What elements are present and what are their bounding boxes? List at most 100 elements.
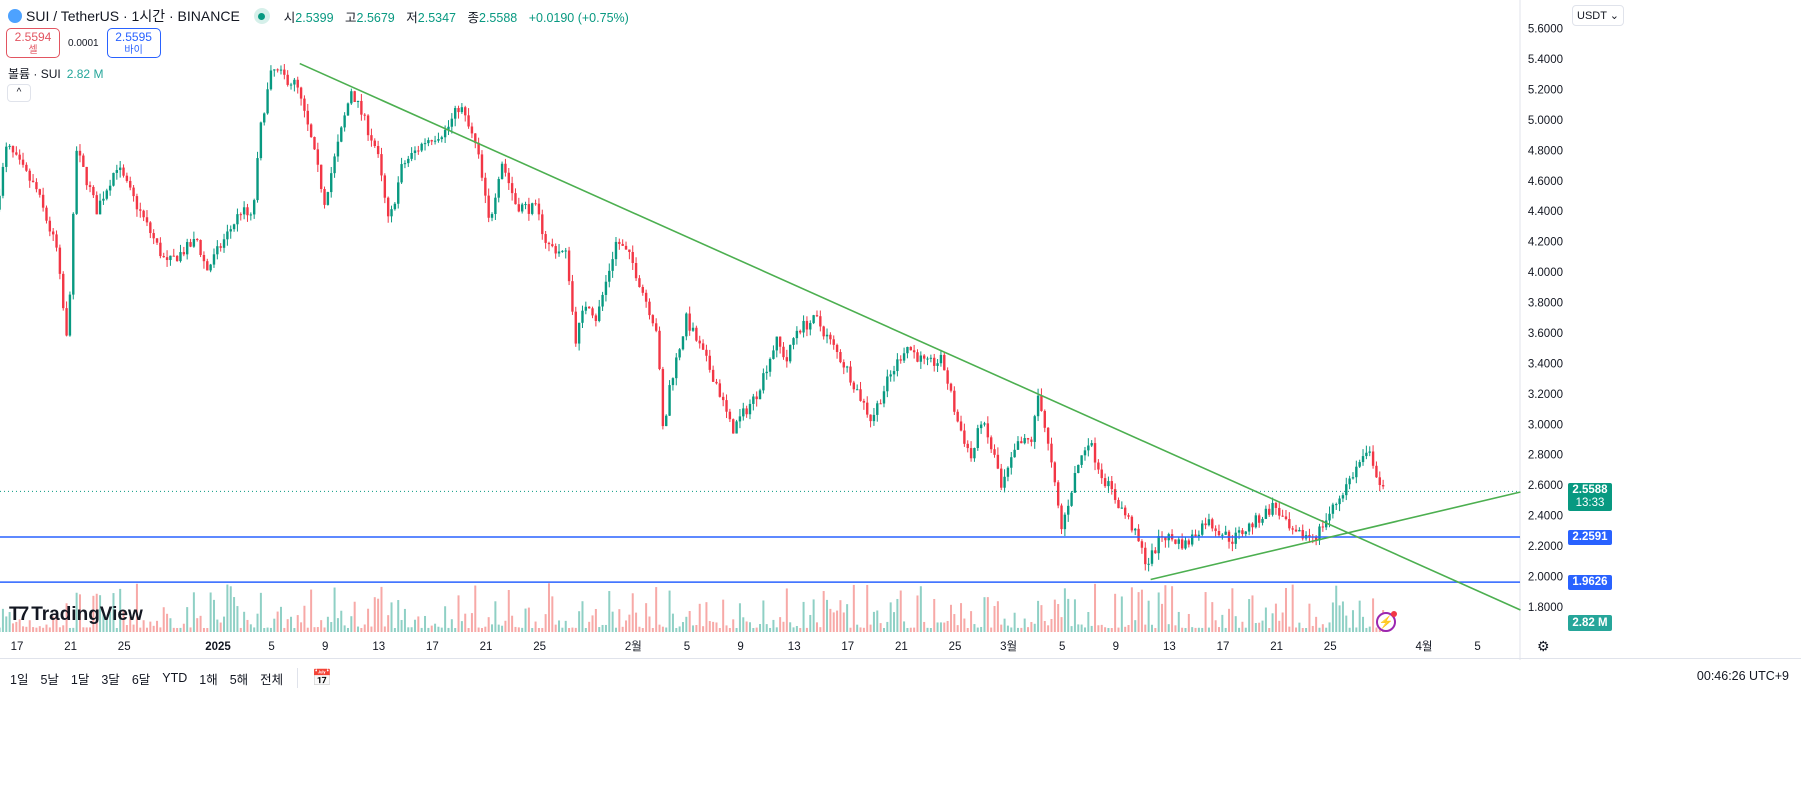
candle-body (892, 371, 896, 375)
range-1d[interactable]: 1일 (10, 672, 29, 687)
candle-body (1224, 531, 1227, 535)
candle-body (1077, 464, 1080, 473)
buy-button[interactable]: 2.5595 바이 (106, 28, 161, 58)
range-6m[interactable]: 6달 (131, 672, 151, 687)
x-tick-label: 17 (426, 641, 439, 653)
sell-button[interactable]: 2.5594 셀 (6, 28, 60, 58)
candle-body (1381, 485, 1385, 487)
volume-bar (1254, 623, 1257, 632)
volume-bar (58, 627, 61, 632)
volume-bar (199, 615, 202, 632)
volume-bar (320, 620, 323, 632)
candle-body (1237, 530, 1241, 533)
candle-body (289, 84, 293, 86)
candle-body (919, 355, 923, 362)
volume-bar (32, 627, 35, 632)
candle-body (1355, 466, 1358, 478)
ohlc-values: 시2.5399 고2.5679 저2.5347 종2.5588 +0.0190 … (283, 10, 629, 25)
trendline-descending (299, 62, 1521, 611)
volume-bar (169, 618, 172, 632)
volume-bar (454, 627, 457, 632)
volume-bar (1274, 603, 1277, 632)
candle-body (41, 194, 45, 208)
y-tick-label: 2.8000 (1528, 450, 1563, 462)
volume-bar (1231, 588, 1234, 632)
volume-bar (789, 622, 792, 632)
goto-date-icon[interactable]: 📅 (312, 670, 333, 687)
volume-bar (504, 620, 507, 632)
range-1y[interactable]: 1해 (199, 672, 218, 687)
volume-bar (869, 624, 872, 632)
candle-body (222, 239, 226, 248)
candle-body (105, 190, 108, 199)
candle-body (477, 142, 480, 155)
volume-bar (92, 595, 95, 632)
range-all[interactable]: 전체 (260, 672, 284, 687)
candle-body (15, 152, 18, 155)
candle-body (182, 252, 186, 255)
volume-bar (494, 601, 497, 632)
lightning-alert-icon[interactable]: ⚡ (1376, 611, 1397, 632)
chart-settings-icon[interactable]: ⚙ (1537, 638, 1550, 654)
candle-body (772, 350, 775, 359)
volume-bar (671, 613, 674, 632)
volume-bar (22, 626, 25, 632)
candle-body (855, 389, 859, 391)
range-ytd[interactable]: YTD (162, 671, 188, 685)
range-1m[interactable]: 1달 (70, 672, 90, 687)
candle-body (748, 403, 752, 415)
y-tick-label: 3.2000 (1528, 389, 1563, 401)
candle-body (460, 107, 464, 113)
volume-bar (655, 587, 658, 632)
candle-body (819, 316, 822, 327)
volume-bar (340, 610, 343, 632)
candle-body (467, 115, 470, 127)
candle-body (1000, 468, 1003, 488)
price-axis (1520, 0, 1801, 660)
volume-bar (279, 606, 282, 632)
price-chart[interactable]: 5.6000 5.4000 5.2000 5.0000 4.8000 4.6000 4.40… (0, 0, 1801, 660)
volume-bar (226, 584, 229, 632)
volume-bar (591, 615, 594, 632)
candle-body (520, 204, 524, 212)
range-3m[interactable]: 3달 (101, 672, 120, 687)
volume-bar (1003, 618, 1006, 632)
range-5y[interactable]: 5해 (229, 672, 249, 687)
candle-body (882, 391, 886, 404)
y-tick-label: 5.4000 (1528, 54, 1563, 66)
volume-bar (480, 627, 483, 632)
candle-body (1375, 465, 1378, 478)
candle-body (922, 355, 926, 359)
range-5d[interactable]: 5날 (40, 672, 59, 687)
candle-body (989, 437, 993, 450)
volume-bar (35, 627, 38, 632)
volume-bar (1221, 614, 1224, 632)
candle-body (912, 350, 916, 353)
volume-bar (765, 624, 768, 632)
candle-body (721, 396, 725, 401)
candle-body (832, 339, 835, 345)
volume-bar (323, 627, 326, 632)
volume-bar (638, 626, 641, 632)
volume-bar (1033, 623, 1036, 632)
candle-body (8, 145, 11, 147)
divider (297, 668, 299, 688)
volume-bar (1083, 627, 1086, 632)
candle-body (1264, 508, 1268, 519)
currency-select[interactable]: USDT ⌄ (1572, 5, 1625, 26)
spread-value: 0.0001 (68, 37, 99, 49)
candle-body (152, 233, 155, 239)
volume-bar (692, 625, 695, 632)
volume-bar (759, 624, 762, 632)
clock[interactable]: 00:46:26 UTC+9 (1696, 669, 1789, 683)
volume-bar (1197, 627, 1200, 632)
volume-bar (243, 611, 246, 632)
y-tick-label: 4.4000 (1528, 206, 1563, 218)
candle-body (420, 143, 423, 151)
candle-body (226, 231, 229, 240)
candle-body (564, 250, 567, 252)
symbol-title[interactable]: SUI / TetherUS · 1시간 · BINANCE (26, 8, 240, 24)
collapse-legend-button[interactable]: ^ (7, 84, 31, 102)
volume-bar (564, 620, 567, 632)
volume-bar (859, 627, 862, 632)
